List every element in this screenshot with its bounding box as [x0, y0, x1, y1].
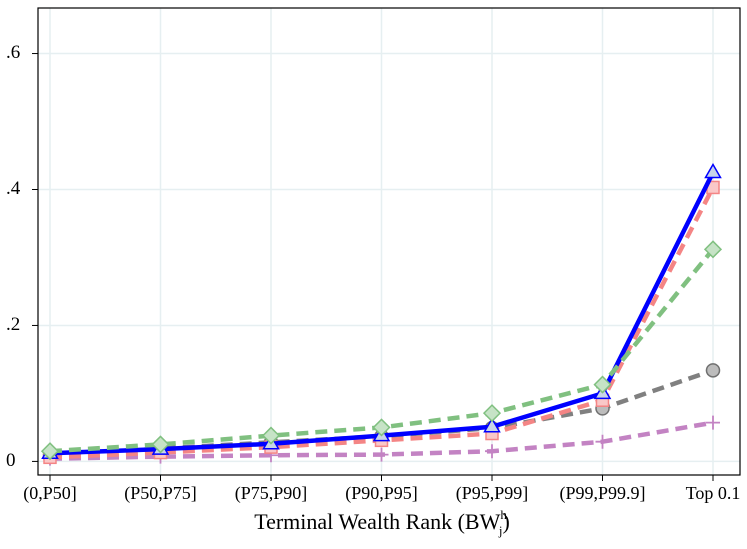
marker	[261, 426, 281, 445]
marker	[374, 447, 389, 462]
x-label-main: Terminal Wealth Rank (BW	[254, 509, 500, 534]
x-tick-label: (0,P50]	[23, 483, 77, 504]
marker	[703, 240, 723, 259]
x-tick-label: (P95,P99]	[456, 483, 529, 504]
marker	[151, 435, 170, 454]
x-tick-label: (P90,P95]	[345, 483, 418, 504]
marker	[704, 163, 722, 179]
x-label-close: )	[502, 509, 509, 534]
marker	[593, 375, 612, 394]
marker	[705, 363, 721, 378]
marker	[485, 444, 499, 459]
x-label-sup: h	[500, 507, 507, 522]
x-tick-label: (P99,P99.9]	[559, 483, 645, 504]
marker	[482, 404, 502, 423]
x-tick-label: Top 0.1	[686, 483, 741, 503]
marker	[483, 417, 501, 433]
y-tick-label: .6	[6, 42, 20, 63]
x-tick-label: (P50,P75]	[124, 483, 197, 504]
x-label-sub: j	[498, 523, 503, 538]
marker	[706, 415, 720, 430]
marker	[595, 434, 610, 449]
plot-frame	[37, 7, 741, 476]
y-tick-label: 0	[6, 450, 16, 471]
x-axis-label: Terminal Wealth Rank (BWh j)	[254, 507, 510, 538]
marker	[40, 442, 60, 461]
y-tick-label: .4	[6, 178, 21, 199]
y-tick-label: .2	[6, 314, 20, 335]
x-tick-label: (P75,P90]	[235, 483, 308, 504]
marker	[372, 418, 391, 437]
